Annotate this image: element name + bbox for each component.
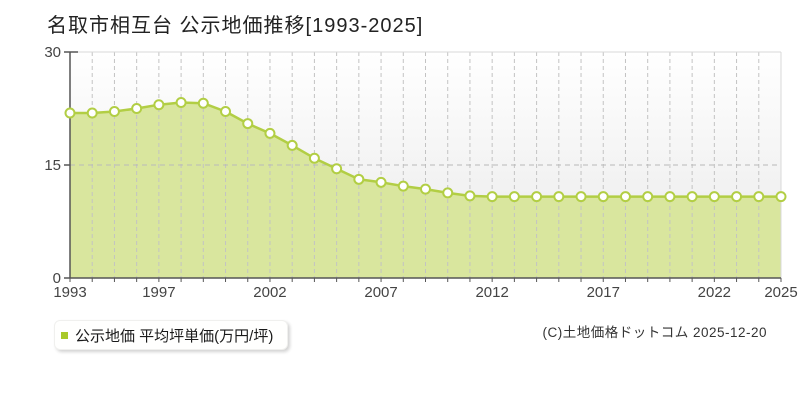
x-tick-label: 1997 (142, 284, 175, 301)
data-point-marker (108, 106, 120, 118)
y-tick-label: 15 (44, 157, 61, 174)
data-point-marker (775, 191, 787, 203)
x-tick-label: 2002 (253, 284, 286, 301)
data-point-marker (708, 191, 720, 203)
data-point-marker (597, 191, 609, 203)
chart-title: 名取市相互台 公示地価推移[1993-2025] (47, 15, 424, 37)
data-point-marker (731, 191, 743, 203)
data-point-marker (242, 118, 254, 130)
data-point-marker (220, 106, 232, 118)
data-point-marker (397, 180, 409, 192)
data-point-marker (286, 139, 298, 151)
data-point-marker (575, 191, 587, 203)
data-point-marker (153, 99, 165, 111)
data-point-marker (197, 97, 209, 109)
data-point-marker (131, 103, 143, 114)
x-tick-label: 2025 (764, 284, 797, 301)
data-point-marker (642, 191, 654, 203)
data-point-marker (553, 191, 565, 203)
data-point-marker (753, 191, 765, 203)
x-tick-label: 2022 (698, 284, 731, 301)
legend-series-marker-icon (61, 331, 68, 339)
x-tick-label: 2017 (587, 284, 620, 301)
data-point-marker (508, 191, 520, 203)
data-point-marker (486, 191, 498, 203)
data-point-marker (464, 190, 476, 202)
data-point-marker (442, 187, 454, 199)
y-tick-label: 30 (44, 44, 61, 61)
data-point-marker (264, 127, 276, 139)
data-point-marker (664, 191, 676, 203)
data-point-marker (308, 152, 320, 164)
copyright-text: (C)土地価格ドットコム 2025-12-20 (542, 325, 767, 340)
data-point-marker (64, 107, 76, 119)
data-point-marker (86, 107, 98, 119)
data-point-marker (686, 191, 698, 203)
data-point-marker (375, 176, 387, 188)
x-tick-label: 2012 (475, 284, 508, 301)
data-point-marker (353, 173, 365, 185)
legend: 公示地価 平均坪単価(万円/坪) (54, 320, 289, 350)
data-point-marker (420, 183, 431, 195)
data-point-marker (531, 191, 543, 203)
x-tick-label: 1993 (53, 284, 86, 301)
y-tick-label: 0 (53, 270, 61, 287)
data-point-marker (331, 163, 343, 175)
x-tick-label: 2007 (364, 284, 397, 301)
data-point-marker (619, 191, 631, 203)
legend-label: 公示地価 平均坪単価(万円/坪) (75, 327, 274, 345)
data-point-marker (175, 96, 187, 108)
